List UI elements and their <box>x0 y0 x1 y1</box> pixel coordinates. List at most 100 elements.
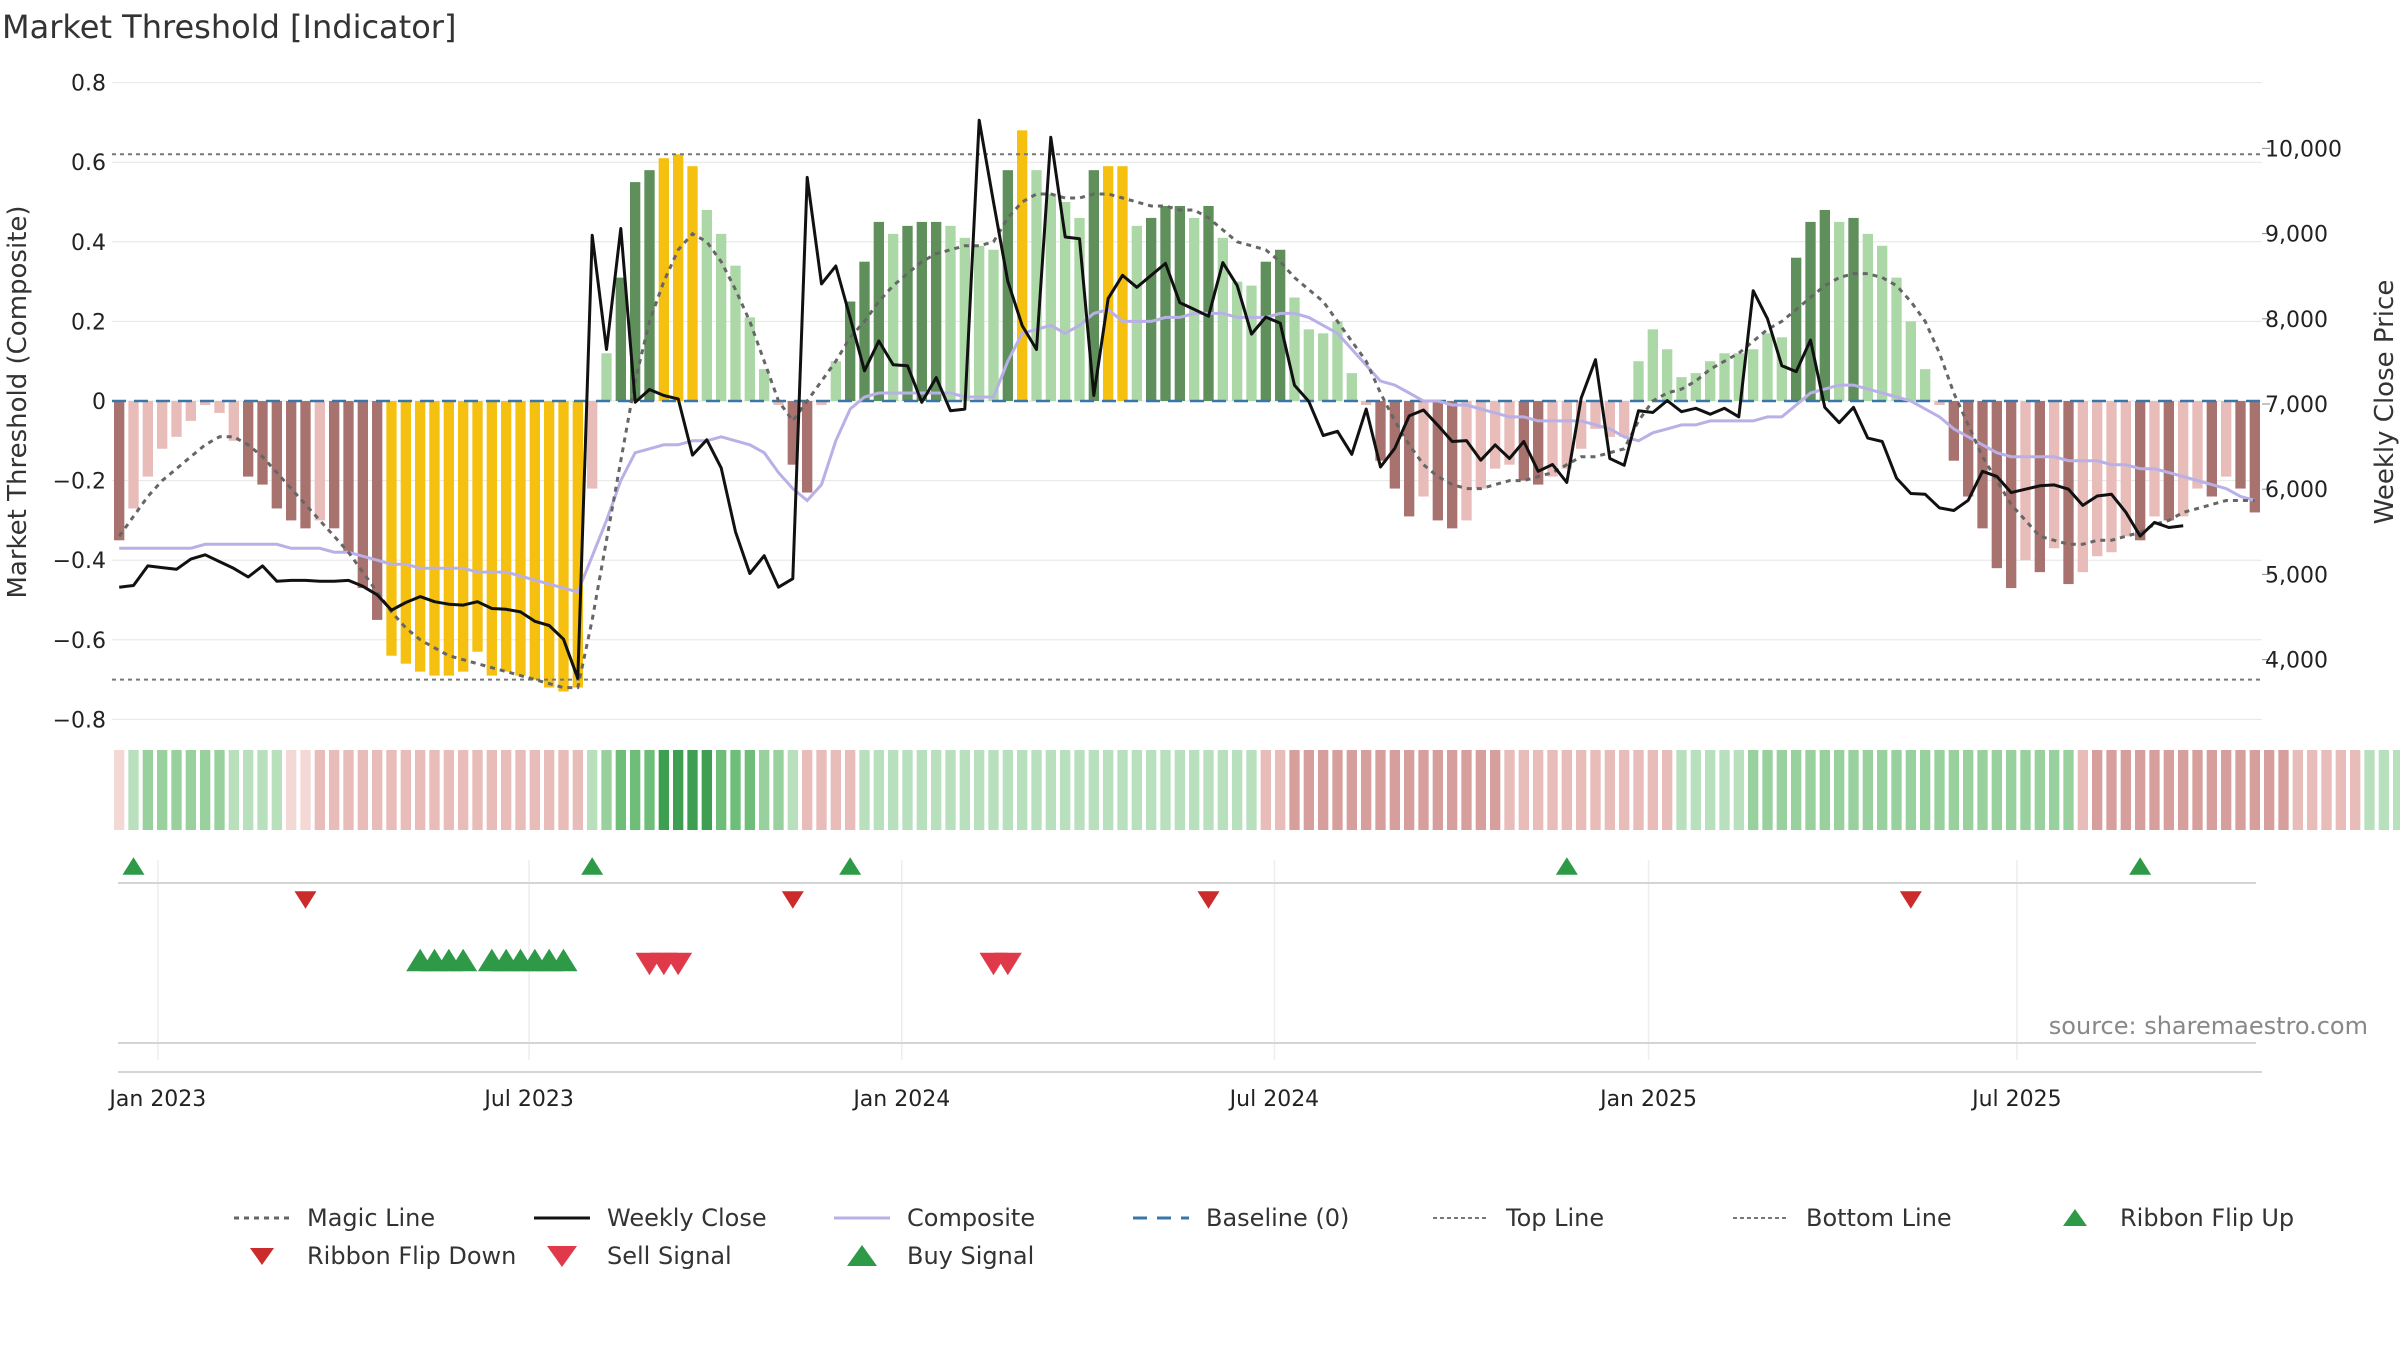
magic-line <box>117 192 2255 690</box>
ribbon-cell <box>1117 750 1128 830</box>
ribbon-cell <box>744 750 755 830</box>
ribbon-cell <box>1561 750 1572 830</box>
ribbon-cell <box>945 750 956 830</box>
composite-bar <box>1948 401 1959 461</box>
composite-bar <box>1088 170 1099 401</box>
right-tick-label: 10,000 <box>2265 137 2342 162</box>
composite-bar <box>329 401 340 529</box>
ribbon-cell <box>1490 750 1501 830</box>
sell-signal-marker <box>993 952 1022 976</box>
ribbon-cell <box>329 750 340 830</box>
ribbon-flip-up-marker <box>581 857 604 875</box>
composite-bar <box>2163 401 2174 521</box>
composite-bar <box>644 170 655 401</box>
ribbon-cell <box>2006 750 2017 830</box>
ribbon-cell <box>2077 750 2088 830</box>
ribbon-cell <box>916 750 927 830</box>
composite-bar <box>429 401 440 676</box>
ribbon-cell <box>1447 750 1458 830</box>
composite-bar <box>687 166 698 401</box>
ribbon-cell <box>357 750 368 830</box>
buy-signal-marker <box>549 948 578 972</box>
composite-bar <box>1547 401 1558 477</box>
ribbon-cell <box>888 750 899 830</box>
composite-bar <box>1590 401 1601 429</box>
composite-bar <box>314 401 325 521</box>
composite-bar <box>1103 166 1114 401</box>
signal-markers <box>122 857 2152 976</box>
ribbon-flip-up-marker <box>2129 857 2152 875</box>
composite-bar <box>1074 217 1085 401</box>
composite-bar <box>1862 233 1873 401</box>
composite-bar <box>1991 401 2002 569</box>
ribbon-flip-down-marker <box>294 891 317 909</box>
composite-bar <box>816 401 827 405</box>
composite-bar <box>1418 401 1429 497</box>
right-axis-title: Weekly Close Price <box>2370 280 2400 525</box>
composite-bar <box>2020 401 2031 561</box>
legend-label: Sell Signal <box>607 1242 732 1270</box>
composite-bar <box>2120 401 2131 537</box>
ribbon-cell <box>1805 750 1816 830</box>
composite-bar <box>1045 194 1056 401</box>
right-tick-label: 4,000 <box>2265 649 2328 674</box>
composite-bar <box>1848 217 1859 401</box>
ribbon-cell <box>1461 750 1472 830</box>
ribbon-cell <box>1074 750 1085 830</box>
ribbon-cell <box>701 750 712 830</box>
ribbon-cell <box>1246 750 1257 830</box>
ribbon-cell <box>1475 750 1486 830</box>
ribbon-cell <box>429 750 440 830</box>
ribbon-cell <box>716 750 727 830</box>
left-tick-label: 0.2 <box>71 310 106 335</box>
composite-line <box>119 307 2256 594</box>
right-tick-label: 6,000 <box>2265 478 2328 503</box>
composite-bar <box>1217 237 1228 401</box>
composite-bar <box>2049 401 2060 549</box>
ribbon-cell <box>2221 750 2232 830</box>
ribbon-cell <box>128 750 139 830</box>
composite-bar <box>1834 221 1845 401</box>
composite-bar <box>931 221 942 401</box>
legend-label: Magic Line <box>307 1204 435 1232</box>
legend-label: Buy Signal <box>907 1242 1034 1270</box>
ribbon-flip-up-marker <box>1555 857 1578 875</box>
composite-bar <box>1977 401 1988 529</box>
ribbon-cell <box>2092 750 2103 830</box>
ribbon-cell <box>873 750 884 830</box>
composite-bar <box>959 237 970 401</box>
composite-bar <box>214 401 225 413</box>
ribbon-cell <box>386 750 397 830</box>
ribbon-cell <box>1633 750 1644 830</box>
x-tick-label: Jul 2024 <box>1228 1087 1320 1112</box>
ribbon-cell <box>2235 750 2246 830</box>
axes: 0.8 0.6 0.4 0.2 0 −0.2 −0.4 −0.6 −0.8 10,000 9,000… <box>53 72 2342 1112</box>
ribbon-cell <box>1303 750 1314 830</box>
legend-swatch <box>547 1246 577 1267</box>
left-tick-label: −0.8 <box>53 708 106 733</box>
composite-bar <box>787 401 798 465</box>
legend-label: Composite <box>907 1204 1035 1232</box>
composite-bar <box>773 401 784 405</box>
legend-item-bottom: Bottom Line <box>1733 1204 1952 1232</box>
ribbon-cell <box>458 750 469 830</box>
composite-bar <box>300 401 311 529</box>
sell-signal-marker <box>664 952 693 976</box>
composite-bar <box>1920 369 1931 401</box>
composite-bar <box>1160 205 1171 401</box>
composite-bar <box>2178 401 2189 517</box>
ribbon-cell <box>1705 750 1716 830</box>
ribbon-cell <box>1662 750 1673 830</box>
composite-bar <box>171 401 182 437</box>
ribbon-cell <box>1862 750 1873 830</box>
ribbon-cell <box>587 750 598 830</box>
ribbon-cell <box>572 750 583 830</box>
legend-label: Top Line <box>1505 1204 1604 1232</box>
composite-bar <box>443 401 454 676</box>
ribbon-cell <box>142 750 153 830</box>
legend-label: Weekly Close <box>607 1204 767 1232</box>
composite-bar <box>759 369 770 401</box>
composite-bar <box>888 233 899 401</box>
ribbon-flip-down-marker <box>1197 891 1220 909</box>
ribbon-cell <box>902 750 913 830</box>
